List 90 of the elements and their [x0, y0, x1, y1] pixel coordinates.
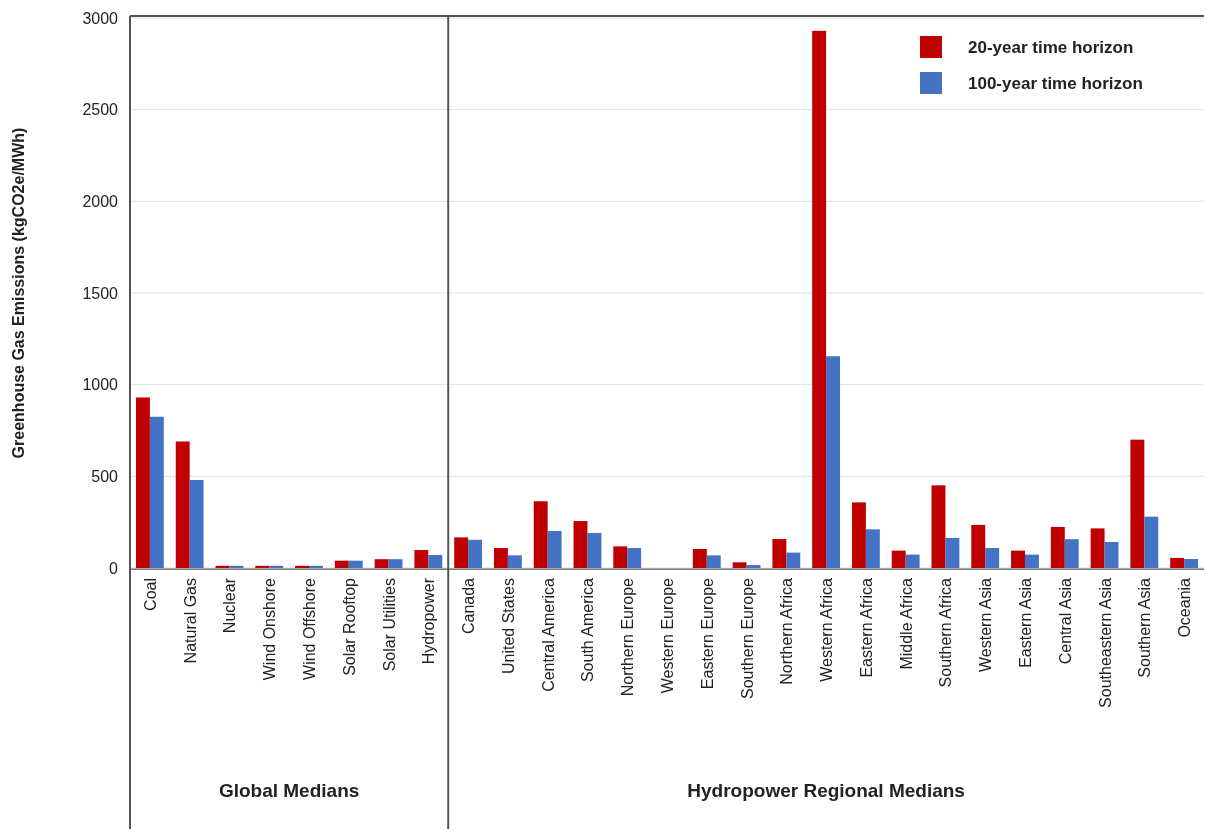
- x-tick-label: Wind Onshore: [261, 577, 279, 681]
- y-tick-label: 0: [109, 559, 119, 577]
- x-tick-label: Natural Gas: [181, 578, 199, 664]
- x-tick-label: Canada: [460, 577, 478, 635]
- x-tick-label: Eastern Europe: [698, 577, 716, 690]
- bar: [428, 554, 443, 568]
- x-tick-label: South America: [579, 577, 597, 683]
- y-tick-label: 1000: [82, 376, 119, 394]
- bar: [945, 537, 960, 568]
- bar: [1104, 541, 1119, 568]
- bar: [229, 565, 244, 568]
- x-tick-label: Eastern Africa: [857, 577, 875, 678]
- x-tick-label: Hydropower: [420, 577, 438, 665]
- x-tick-label: Northern Africa: [778, 577, 796, 685]
- y-tick-label: 3000: [82, 9, 119, 27]
- bar: [334, 560, 349, 568]
- x-tick-label: Coal: [141, 578, 159, 611]
- x-tick-label: Western Africa: [818, 577, 836, 682]
- bar: [772, 539, 787, 568]
- bar: [189, 480, 204, 568]
- bar: [1011, 550, 1025, 568]
- x-tick-label: Oceania: [1176, 577, 1194, 638]
- bar: [931, 485, 946, 568]
- bar: [547, 530, 562, 568]
- bar: [812, 30, 827, 568]
- x-tick-label: Southern Europe: [738, 577, 756, 699]
- y-tick-label: 500: [91, 467, 119, 485]
- bar: [533, 501, 548, 568]
- x-tick-label: Nuclear: [221, 577, 239, 634]
- bar: [692, 548, 707, 568]
- bar: [135, 397, 150, 568]
- x-tick-label: Solar Rooftop: [340, 577, 358, 676]
- bar: [985, 548, 1000, 568]
- bar: [493, 548, 508, 568]
- bar: [971, 524, 986, 568]
- bar: [414, 550, 429, 568]
- y-axis-title: Greenhouse Gas Emissions (kgCO2e/MWh): [10, 127, 27, 459]
- bar: [295, 565, 309, 568]
- bar: [627, 548, 642, 568]
- x-tick-label: United States: [499, 578, 517, 675]
- bar: [269, 565, 284, 568]
- bar: [1170, 557, 1185, 568]
- bar: [309, 565, 323, 568]
- x-tick-label: Western Asia: [977, 577, 995, 672]
- bar: [374, 559, 389, 568]
- bar: [891, 550, 906, 568]
- bar: [851, 502, 866, 568]
- x-tick-label: Solar Utilities: [380, 578, 398, 672]
- bar: [149, 416, 164, 568]
- bar: [1144, 516, 1159, 568]
- bar: [255, 565, 270, 568]
- bar: [1025, 554, 1039, 568]
- bar: [706, 555, 721, 568]
- text: Hydropower Regional Medians: [687, 780, 965, 801]
- bar: [613, 546, 628, 568]
- y-tick-label: 2500: [82, 101, 119, 119]
- bar: [1064, 539, 1079, 568]
- bar: [732, 562, 747, 568]
- bar: [388, 559, 403, 568]
- x-tick-label: Western Europe: [659, 577, 676, 694]
- x-tick-label: Southern Africa: [937, 577, 955, 688]
- x-tick-label: Central America: [539, 577, 557, 692]
- bar: [786, 552, 801, 568]
- bar: [1184, 559, 1199, 568]
- bar: [175, 441, 190, 568]
- bar: [865, 529, 880, 568]
- bar: [826, 356, 841, 568]
- legend-label: 20-year time horizon: [968, 38, 1134, 57]
- x-tick-label: Middle Africa: [897, 577, 915, 670]
- bar: [1090, 528, 1105, 568]
- y-tick-label: 1500: [82, 284, 119, 302]
- bar: [746, 565, 761, 568]
- bar: [454, 537, 469, 568]
- y-tick-label: 2000: [82, 192, 119, 210]
- bar: [1130, 439, 1145, 568]
- bar: [507, 555, 522, 568]
- x-tick-label: Southeastern Asia: [1096, 577, 1114, 708]
- x-tick-label: Wind Offshore: [301, 577, 318, 680]
- legend-label: 100-year time horizon: [968, 74, 1143, 93]
- x-tick-label: Eastern Asia: [1017, 577, 1034, 668]
- bar: [573, 521, 588, 568]
- bar: [468, 539, 483, 568]
- x-tick-label: Northern Europe: [619, 577, 637, 697]
- bar: [905, 554, 920, 568]
- bar: [348, 560, 363, 568]
- text: Global Medians: [218, 780, 360, 801]
- x-tick-label: Central Asia: [1056, 577, 1074, 665]
- bar: [1050, 526, 1065, 568]
- bar: [587, 532, 602, 568]
- x-tick-label: Southern Asia: [1136, 577, 1154, 678]
